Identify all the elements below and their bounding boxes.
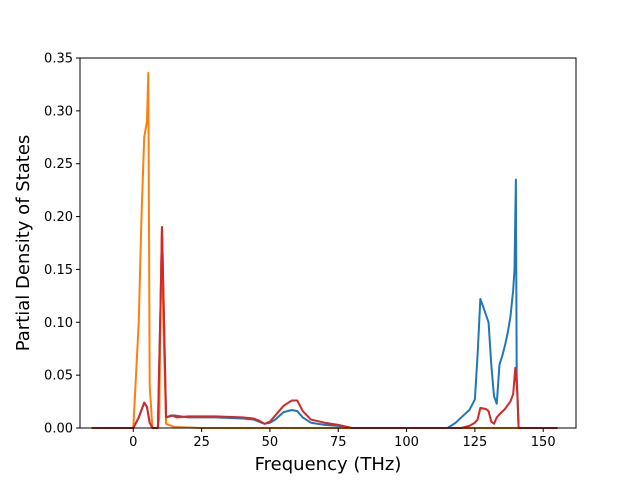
x-tick-label: 50 [262, 435, 279, 450]
x-tick-label: 100 [394, 435, 419, 450]
y-tick-label: 0.25 [44, 157, 73, 172]
x-tick-label: 75 [330, 435, 347, 450]
series-line-3 [91, 226, 558, 429]
x-tick-label: 0 [129, 435, 137, 450]
y-tick-label: 0.20 [44, 210, 73, 225]
y-axis: 0.00 0.05 0.10 0.15 0.20 0.25 0.30 0.35 [44, 52, 80, 437]
x-axis: 0 25 50 75 100 125 150 [129, 428, 556, 450]
y-axis-label: Partial Density of States [13, 135, 34, 352]
y-tick-label: 0.15 [44, 263, 73, 278]
plot-frame [79, 57, 577, 429]
y-tick-label: 0.05 [44, 369, 73, 384]
x-tick-label: 25 [193, 435, 210, 450]
x-tick-label: 150 [531, 435, 556, 450]
x-axis-label: Frequency (THz) [255, 454, 402, 475]
x-tick-label: 125 [462, 435, 487, 450]
y-tick-label: 0.10 [44, 316, 73, 331]
y-tick-label: 0.00 [44, 422, 73, 437]
y-tick-label: 0.35 [44, 52, 73, 67]
y-tick-label: 0.30 [44, 104, 73, 119]
